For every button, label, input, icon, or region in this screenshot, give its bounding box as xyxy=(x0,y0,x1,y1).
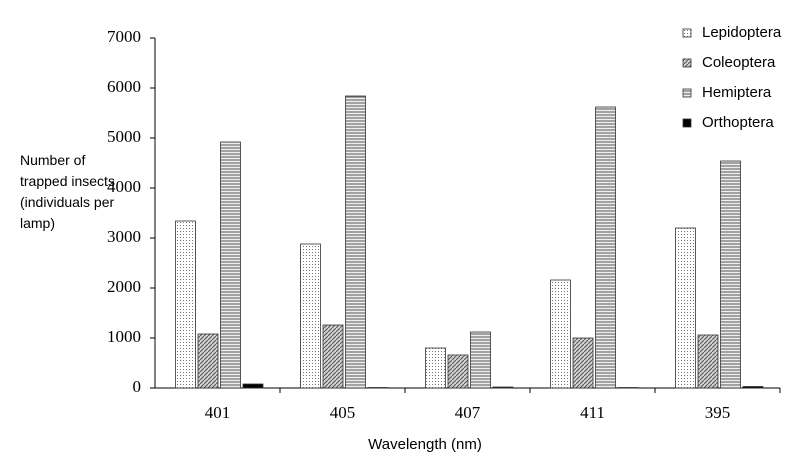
x-tick-label: 401 xyxy=(205,403,231,422)
bar xyxy=(447,354,469,389)
bar xyxy=(617,387,639,389)
legend-label: Lepidoptera xyxy=(702,24,782,41)
legend-label: Hemiptera xyxy=(702,84,772,101)
legend-swatch xyxy=(682,28,692,38)
bar xyxy=(595,106,616,389)
bar xyxy=(345,95,366,389)
y-tick-label: 1000 xyxy=(107,327,141,346)
bar xyxy=(197,333,219,389)
legend-swatch xyxy=(682,58,692,68)
y-tick-label: 6000 xyxy=(107,77,141,96)
x-tick-label: 407 xyxy=(455,403,481,422)
bar xyxy=(572,337,594,389)
bar xyxy=(675,227,696,389)
bar xyxy=(425,347,446,389)
y-axis-label: Number of trapped insects (individuals p… xyxy=(20,152,115,231)
legend-swatch xyxy=(682,118,692,128)
bar xyxy=(175,220,196,389)
bar xyxy=(322,324,344,389)
legend-label: Coleoptera xyxy=(702,54,776,71)
bar xyxy=(492,386,514,389)
y-tick-label: 4000 xyxy=(107,177,141,196)
x-tick-label: 405 xyxy=(330,403,356,422)
legend-label: Orthoptera xyxy=(702,114,774,131)
bar xyxy=(220,141,241,389)
x-tick-label: 411 xyxy=(580,403,605,422)
bar xyxy=(242,383,264,389)
y-tick-label: 5000 xyxy=(107,127,141,146)
bar xyxy=(720,160,741,389)
bar xyxy=(300,243,321,389)
x-tick-label: 395 xyxy=(705,403,731,422)
y-tick-label: 7000 xyxy=(107,27,141,46)
y-tick-label: 2000 xyxy=(107,277,141,296)
bar xyxy=(697,334,719,389)
y-tick-label: 3000 xyxy=(107,227,141,246)
bar xyxy=(470,331,491,389)
bar xyxy=(742,386,764,389)
bar xyxy=(550,279,571,389)
x-axis-label: Wavelength (nm) xyxy=(368,436,482,453)
legend-swatch xyxy=(682,88,692,98)
bar xyxy=(367,387,389,389)
y-tick-label: 0 xyxy=(133,377,142,396)
